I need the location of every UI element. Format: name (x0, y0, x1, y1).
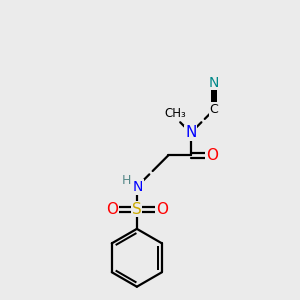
Text: O: O (106, 202, 118, 217)
Text: N: N (133, 180, 143, 194)
Text: N: N (185, 125, 196, 140)
Text: C: C (210, 103, 218, 116)
Text: O: O (206, 148, 218, 163)
Text: S: S (132, 202, 142, 217)
Text: CH₃: CH₃ (165, 106, 186, 120)
Text: H: H (122, 174, 132, 187)
Text: N: N (209, 76, 219, 90)
Text: O: O (156, 202, 168, 217)
